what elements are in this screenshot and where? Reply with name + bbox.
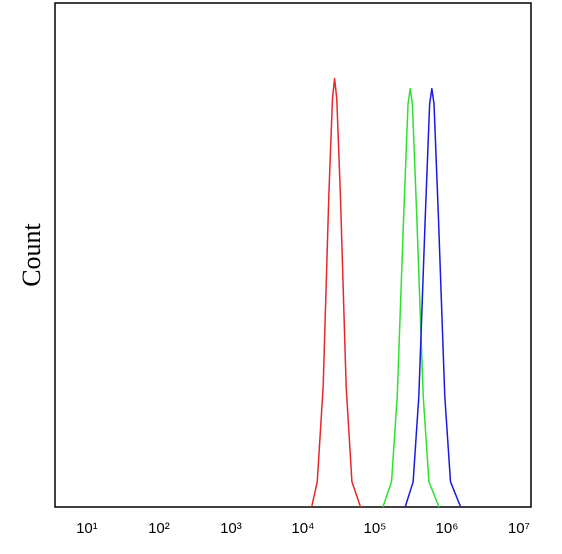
y-axis-label: Count [17,222,46,286]
x-tick-label: 10¹ [76,520,98,537]
plot-frame [54,2,532,508]
x-tick-label: 10⁶ [436,520,459,537]
x-tick-label: 10⁴ [291,520,314,537]
x-tick-label: 10⁷ [508,520,530,537]
histogram-line [404,87,462,508]
x-tick-label: 10² [148,520,170,537]
histogram-line [310,77,362,508]
histogram-line [382,87,440,508]
x-tick-label: 10⁵ [363,520,386,537]
x-tick-label: 10³ [220,520,242,537]
